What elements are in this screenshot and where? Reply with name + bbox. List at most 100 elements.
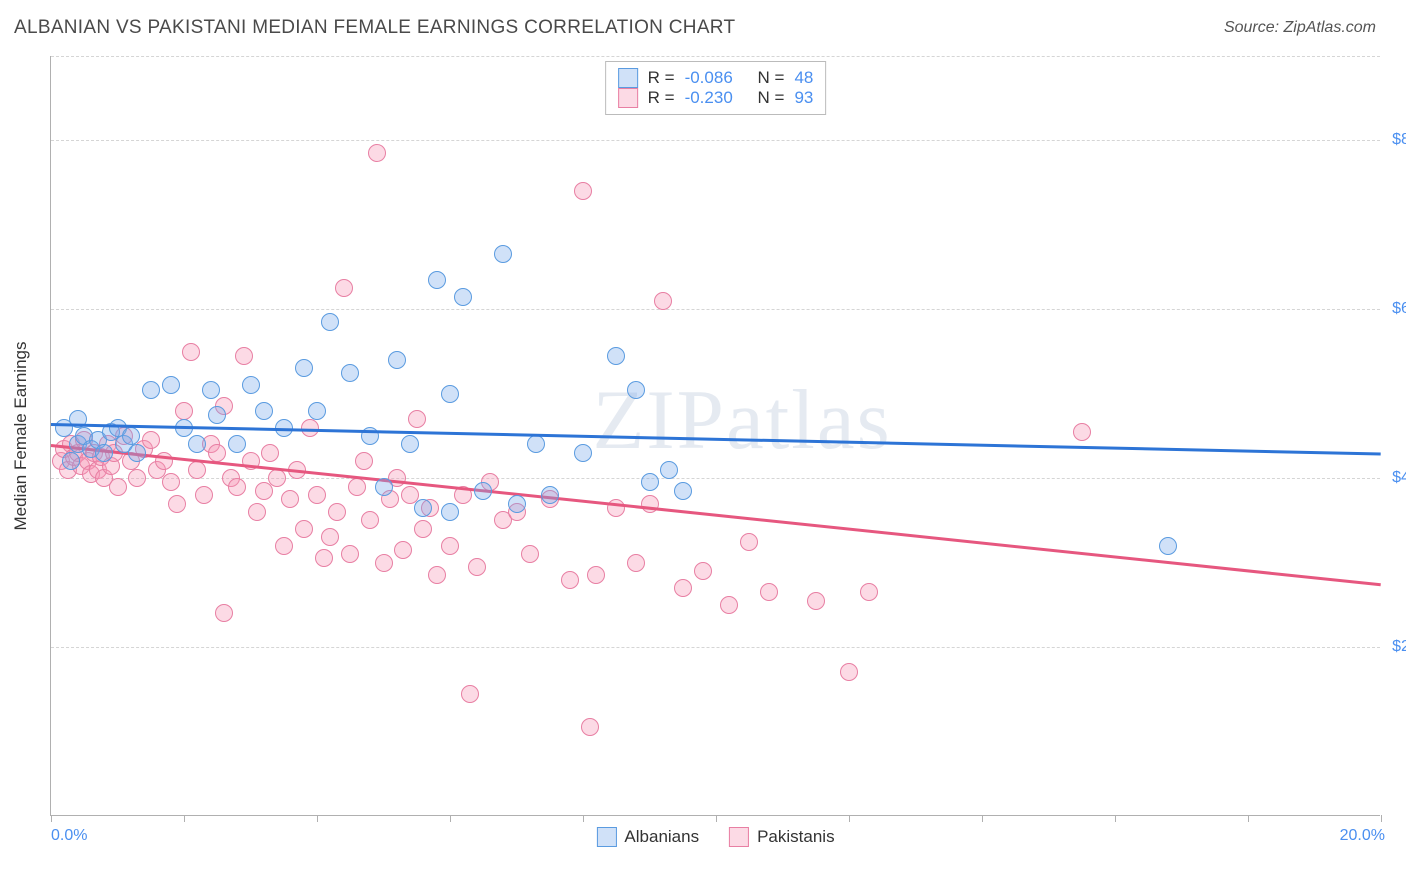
data-point [641, 473, 659, 491]
x-tick [51, 815, 52, 822]
data-point [394, 541, 412, 559]
x-tick [1381, 815, 1382, 822]
series-label-albanians: Albanians [624, 827, 699, 847]
data-point [341, 364, 359, 382]
data-point [581, 718, 599, 736]
data-point [255, 402, 273, 420]
data-point [408, 410, 426, 428]
data-point [807, 592, 825, 610]
data-point [375, 554, 393, 572]
data-point [694, 562, 712, 580]
data-point [308, 402, 326, 420]
data-point [208, 444, 226, 462]
data-point [235, 347, 253, 365]
data-point [1159, 537, 1177, 555]
data-point [268, 469, 286, 487]
y-tick-label: $80,000 [1385, 131, 1406, 149]
x-tick [583, 815, 584, 822]
plot-area: Median Female Earnings ZIPatlas 0.0% 20.… [50, 56, 1380, 816]
data-point [335, 279, 353, 297]
data-point [428, 271, 446, 289]
x-tick [317, 815, 318, 822]
gridline [51, 647, 1380, 648]
data-point [494, 245, 512, 263]
data-point [228, 435, 246, 453]
r-label: R = [648, 68, 675, 88]
data-point [175, 402, 193, 420]
data-point [461, 685, 479, 703]
legend-series: Albanians Pakistanis [596, 827, 834, 847]
data-point [607, 499, 625, 517]
data-point [441, 537, 459, 555]
source-label: Source: ZipAtlas.com [1224, 19, 1376, 37]
data-point [760, 583, 778, 601]
trend-line [51, 423, 1381, 455]
data-point [561, 571, 579, 589]
data-point [441, 385, 459, 403]
data-point [128, 469, 146, 487]
data-point [375, 478, 393, 496]
data-point [720, 596, 738, 614]
data-point [182, 343, 200, 361]
data-point [62, 452, 80, 470]
data-point [521, 545, 539, 563]
data-point [242, 376, 260, 394]
data-point [195, 486, 213, 504]
n-label: N = [758, 88, 785, 108]
data-point [627, 554, 645, 572]
data-point [348, 478, 366, 496]
data-point [275, 537, 293, 555]
swatch-pakistanis-bottom [729, 827, 749, 847]
data-point [321, 528, 339, 546]
swatch-pakistanis [618, 88, 638, 108]
data-point [674, 482, 692, 500]
swatch-albanians-bottom [596, 827, 616, 847]
data-point [301, 419, 319, 437]
legend-row-pakistanis: R = -0.230 N = 93 [618, 88, 814, 108]
data-point [414, 499, 432, 517]
data-point [527, 435, 545, 453]
data-point [388, 351, 406, 369]
legend-item-pakistanis: Pakistanis [729, 827, 834, 847]
series-label-pakistanis: Pakistanis [757, 827, 834, 847]
x-tick [1115, 815, 1116, 822]
data-point [215, 604, 233, 622]
data-point [281, 490, 299, 508]
n-value-pakistanis: 93 [794, 88, 813, 108]
data-point [122, 427, 140, 445]
data-point [188, 435, 206, 453]
legend-item-albanians: Albanians [596, 827, 699, 847]
data-point [627, 381, 645, 399]
data-point [355, 452, 373, 470]
y-axis-title: Median Female Earnings [11, 341, 31, 530]
data-point [315, 549, 333, 567]
r-value-pakistanis: -0.230 [685, 88, 733, 108]
data-point [1073, 423, 1091, 441]
data-point [401, 435, 419, 453]
legend-stats: R = -0.086 N = 48 R = -0.230 N = 93 [605, 61, 827, 115]
n-label: N = [758, 68, 785, 88]
x-axis-min-label: 0.0% [51, 827, 87, 845]
data-point [188, 461, 206, 479]
data-point [474, 482, 492, 500]
r-label: R = [648, 88, 675, 108]
data-point [361, 511, 379, 529]
data-point [321, 313, 339, 331]
gridline [51, 140, 1380, 141]
data-point [308, 486, 326, 504]
data-point [261, 444, 279, 462]
y-tick-label: $40,000 [1385, 469, 1406, 487]
data-point [860, 583, 878, 601]
x-tick [450, 815, 451, 822]
data-point [95, 444, 113, 462]
gridline [51, 56, 1380, 57]
r-value-albanians: -0.086 [685, 68, 733, 88]
data-point [109, 478, 127, 496]
data-point [295, 359, 313, 377]
data-point [202, 381, 220, 399]
data-point [142, 381, 160, 399]
data-point [295, 520, 313, 538]
data-point [541, 486, 559, 504]
x-axis-max-label: 20.0% [1340, 827, 1385, 845]
chart-title: ALBANIAN VS PAKISTANI MEDIAN FEMALE EARN… [14, 17, 735, 39]
